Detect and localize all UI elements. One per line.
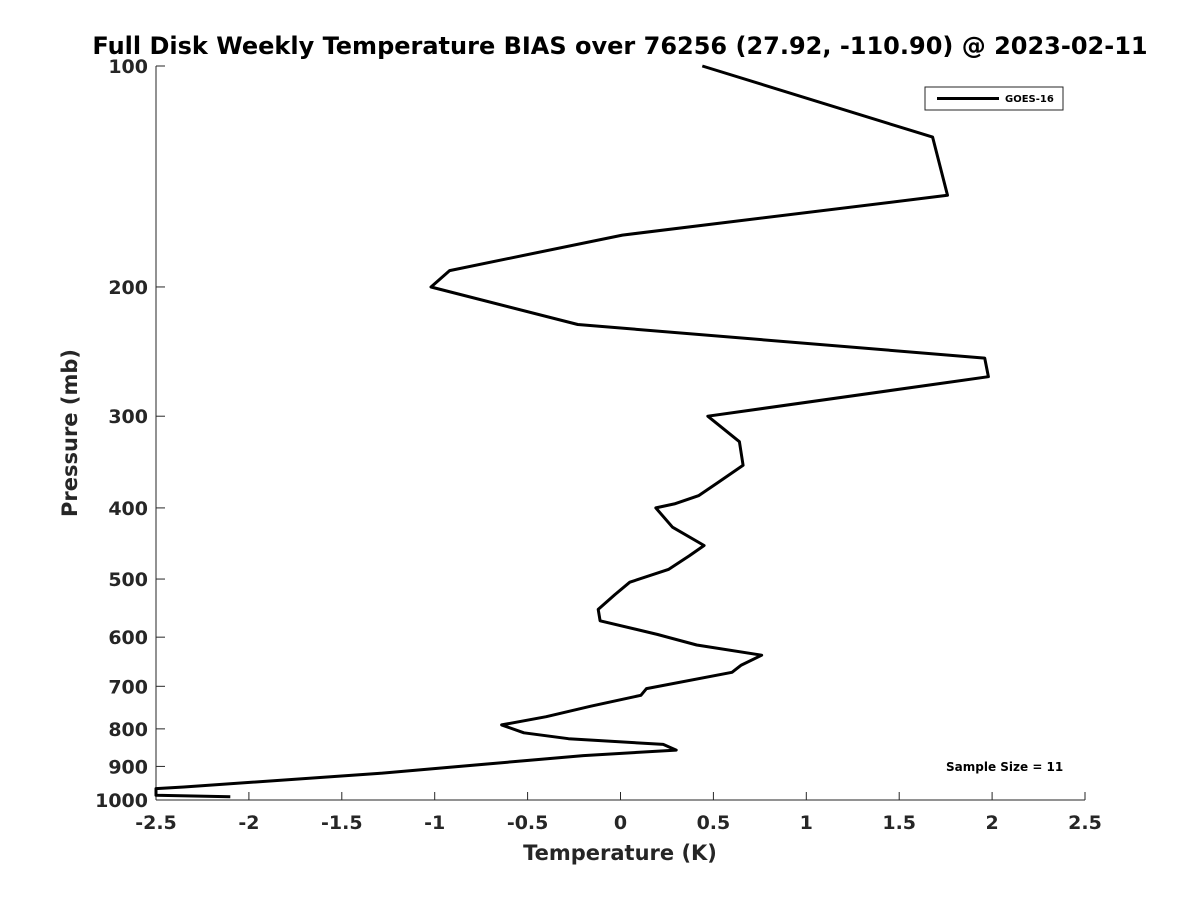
y-tick-label: 500 [108, 569, 148, 591]
sample-size-annotation: Sample Size = 11 [946, 760, 1063, 774]
y-tick-label: 400 [108, 498, 148, 520]
y-tick-label: 200 [108, 277, 148, 299]
x-tick-label: -2.5 [135, 812, 177, 834]
x-tick-label: 2 [985, 812, 998, 834]
series-line-goes-16 [154, 64, 990, 799]
x-tick-label: -0.5 [507, 812, 549, 834]
x-tick-label: 1.5 [882, 812, 916, 834]
y-tick-label: 900 [108, 756, 148, 778]
legend-label-goes-16: GOES-16 [1005, 94, 1054, 105]
x-tick-label: -1 [424, 812, 445, 834]
y-tick-label: 1000 [95, 790, 148, 812]
y-tick-label: 100 [108, 56, 148, 78]
plot-axes [155, 66, 1085, 801]
legend: GOES-16 [924, 86, 1064, 111]
series-group [154, 64, 990, 799]
y-tick-label: 300 [108, 406, 148, 428]
y-axis-label: Pressure (mb) [58, 349, 82, 517]
x-tick-label: 0.5 [697, 812, 731, 834]
x-axis-label: Temperature (K) [523, 841, 717, 865]
x-tick-label: 0 [614, 812, 627, 834]
y-tick-label: 700 [108, 676, 148, 698]
x-ticks: -2.5 -2 -1.5 -1 -0.5 0 0.5 1 1.5 2 2.5 [135, 792, 1102, 834]
x-tick-label: -1.5 [321, 812, 363, 834]
chart-title: Full Disk Weekly Temperature BIAS over 7… [92, 32, 1147, 60]
x-tick-label: -2 [238, 812, 259, 834]
x-tick-label: 1 [800, 812, 813, 834]
y-tick-label: 800 [108, 719, 148, 741]
y-tick-label: 600 [108, 627, 148, 649]
y-ticks: 100 200 300 400 500 600 700 800 900 1000 [95, 56, 165, 812]
x-tick-label: 2.5 [1068, 812, 1102, 834]
